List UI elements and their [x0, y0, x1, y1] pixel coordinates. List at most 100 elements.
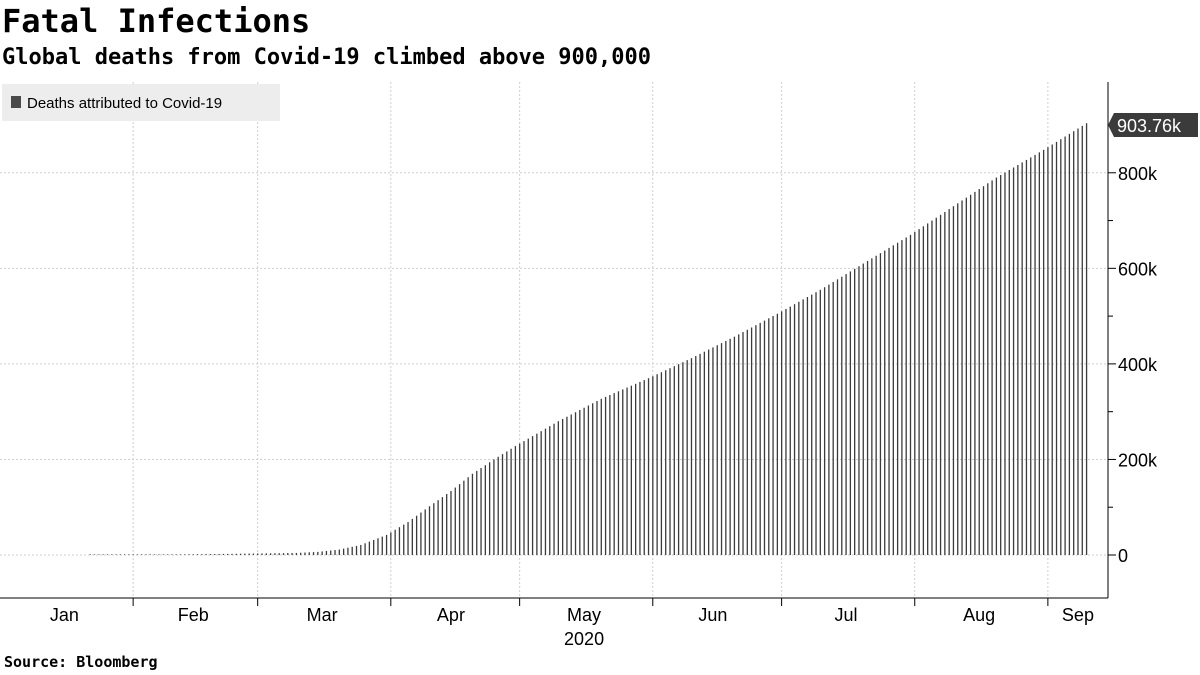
bar — [759, 322, 761, 555]
bar — [377, 538, 379, 555]
bar — [205, 554, 207, 555]
bar — [347, 547, 349, 555]
bar — [450, 490, 452, 555]
bar — [750, 327, 753, 555]
bar — [677, 364, 680, 555]
bar — [957, 203, 959, 555]
bar — [261, 553, 263, 555]
bar — [179, 554, 182, 555]
bar — [141, 554, 143, 555]
x-tick-label: Feb — [178, 605, 209, 625]
bar — [231, 553, 233, 555]
bar — [458, 484, 461, 555]
bar — [909, 234, 912, 555]
bar — [497, 456, 499, 555]
bar — [914, 232, 916, 555]
bar — [175, 554, 177, 555]
x-tick-label: Aug — [963, 605, 995, 625]
bar — [776, 313, 779, 555]
bar — [819, 289, 821, 555]
bar — [604, 396, 607, 555]
bar — [639, 381, 641, 555]
bar — [411, 518, 413, 555]
bar — [566, 416, 568, 555]
bar — [828, 284, 830, 555]
bar — [544, 428, 547, 555]
bar — [836, 279, 839, 555]
bar — [561, 418, 564, 555]
bar — [905, 237, 907, 556]
bar — [978, 189, 980, 555]
bar — [823, 287, 826, 555]
bar — [338, 549, 340, 555]
bar — [733, 336, 736, 555]
bar — [854, 268, 856, 555]
bar — [244, 553, 246, 555]
bar — [471, 473, 474, 555]
bar — [879, 253, 882, 555]
bar — [832, 281, 834, 555]
bar — [1047, 147, 1049, 555]
y-tick-label: 0 — [1118, 546, 1128, 566]
bar — [154, 554, 156, 555]
bar — [549, 426, 551, 555]
bar — [171, 554, 173, 555]
bar — [656, 374, 658, 555]
bar — [1068, 133, 1071, 555]
bar — [974, 191, 976, 555]
bar — [368, 541, 371, 555]
bar — [527, 438, 529, 555]
bar — [1008, 169, 1010, 555]
bar — [291, 553, 293, 555]
bar — [145, 554, 147, 555]
bar — [587, 405, 590, 555]
bar — [373, 539, 375, 555]
bar — [480, 468, 482, 555]
bar — [1073, 131, 1075, 556]
bar — [626, 387, 628, 555]
bar — [184, 554, 186, 555]
source-note: Source: Bloomberg — [4, 653, 158, 671]
bar — [600, 398, 602, 555]
bar — [269, 553, 272, 555]
bar — [1055, 141, 1058, 555]
bar — [407, 522, 409, 555]
bar — [257, 553, 259, 555]
bar — [287, 553, 289, 555]
bar — [540, 431, 542, 555]
bar — [703, 351, 706, 555]
bar — [188, 554, 190, 555]
bar — [398, 527, 401, 555]
bar — [218, 553, 220, 555]
bar — [557, 421, 559, 555]
page-title: Fatal Infections — [2, 2, 311, 40]
bar — [609, 395, 611, 555]
bar — [652, 376, 654, 555]
bar — [390, 532, 392, 555]
bar — [669, 368, 671, 555]
bar — [501, 454, 504, 555]
bar — [682, 362, 684, 555]
bar — [1030, 157, 1032, 555]
bar — [927, 223, 929, 555]
bar — [510, 448, 512, 555]
bar — [896, 242, 899, 555]
last-value-callout: 903.76k — [1108, 113, 1198, 137]
bar — [579, 409, 581, 555]
bar — [806, 297, 809, 555]
bar — [227, 553, 229, 555]
bar — [1034, 154, 1036, 556]
bar — [1021, 162, 1023, 555]
bar — [918, 229, 920, 555]
x-tick-label: Apr — [437, 605, 465, 625]
bar — [519, 443, 521, 555]
bar — [415, 515, 418, 555]
bar — [514, 446, 517, 555]
page-subtitle: Global deaths from Covid-19 climbed abov… — [2, 45, 652, 70]
axes: 0 200k 400k 600k 800k Jan Feb Mar Apr May Jun Jul Au… — [0, 82, 1158, 649]
bar — [888, 247, 890, 555]
bar — [506, 451, 508, 555]
bar — [716, 345, 718, 555]
bar — [965, 197, 967, 555]
